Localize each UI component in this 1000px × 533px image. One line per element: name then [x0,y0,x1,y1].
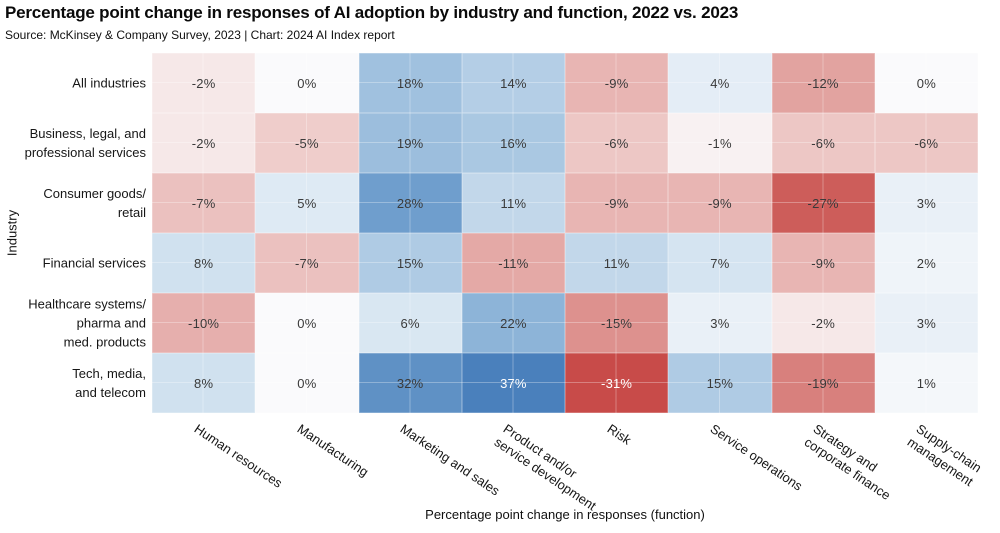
y-tick-label: Tech, media, and telecom [72,366,146,400]
heatmap-cell: -31% [565,353,669,413]
heatmap-cell: 0% [255,293,359,353]
heatmap-cell: 16% [461,113,565,173]
heatmap-cell: 32% [358,353,462,413]
heatmap-cell: 14% [461,53,565,113]
y-tick-label: Financial services [42,255,146,271]
heatmap-cell: 11% [461,173,565,233]
heatmap-cell: -2% [771,293,875,353]
heatmap-cell: -5% [255,113,359,173]
heatmap-cell: 3% [668,293,772,353]
heatmap-cell: -2% [152,53,256,113]
heatmap-cell: -11% [461,233,565,293]
heatmap-cell: 3% [874,293,978,353]
heatmap-cell: 22% [461,293,565,353]
heatmap-cell: 6% [358,293,462,353]
x-tick-label: Strategy and corporate finance [801,421,894,503]
x-tick-label: Risk [604,421,634,448]
heatmap-cell: 15% [358,233,462,293]
heatmap-cell: -19% [771,353,875,413]
heatmap-cell: -6% [874,113,978,173]
heatmap-cell: -15% [565,293,669,353]
heatmap-cell: -9% [565,173,669,233]
heatmap-cell: -9% [771,233,875,293]
y-tick-label: Business, legal, and professional service… [24,126,146,160]
heatmap-cell: -10% [152,293,256,353]
heatmap-cell: 15% [668,353,772,413]
heatmap-cell: 37% [461,353,565,413]
heatmap-cell: 0% [255,53,359,113]
y-tick-label: All industries [72,75,146,91]
heatmap-cell: -6% [771,113,875,173]
heatmap-cell: -1% [668,113,772,173]
y-tick-label: Healthcare systems/pharma and med. produc… [28,296,146,350]
heatmap-cell: -27% [771,173,875,233]
x-tick-label: Supply-chain management [905,421,985,490]
heatmap-cell: 7% [668,233,772,293]
heatmap-cell: -6% [565,113,669,173]
heatmap-cell: 11% [565,233,669,293]
heatmap-cell: 8% [152,353,256,413]
heatmap-cell: 19% [358,113,462,173]
heatmap-cell: 3% [874,173,978,233]
heatmap-cell: 4% [668,53,772,113]
heatmap-cell: 8% [152,233,256,293]
heatmap-cell: 5% [255,173,359,233]
heatmap-cell: 18% [358,53,462,113]
x-tick-label: Marketing and sales [397,421,503,499]
x-tick-label: Manufacturing [294,421,372,480]
heatmap-cell: -7% [255,233,359,293]
heatmap-cell: 0% [874,53,978,113]
heatmap-cell: 0% [255,353,359,413]
heatmap-cell: -9% [668,173,772,233]
x-tick-label: Human resources [191,421,285,491]
heatmap-cell: 28% [358,173,462,233]
heatmap-grid: -2% 0% 18% 14% -9% 4% -12% 0% -2% -5% 19% 16% -6% -1%… [152,53,978,413]
x-tick-label: Product and/or service development [492,421,600,514]
y-axis-tick-labels: All industries Business, legal, and profes… [0,53,146,413]
y-tick-label: Consumer goods/retail [43,186,146,220]
heatmap-cell: 1% [874,353,978,413]
x-axis-title: Percentage point change in responses (fu… [425,507,705,522]
heatmap-cell: -7% [152,173,256,233]
x-tick-label: Service operations [707,421,806,494]
heatmap-cell: 2% [874,233,978,293]
chart-source: Source: McKinsey & Company Survey, 2023 … [5,28,395,42]
chart-title: Percentage point change in responses of … [5,3,739,22]
heatmap-cell: -9% [565,53,669,113]
heatmap-cell: -2% [152,113,256,173]
heatmap-cell: -12% [771,53,875,113]
